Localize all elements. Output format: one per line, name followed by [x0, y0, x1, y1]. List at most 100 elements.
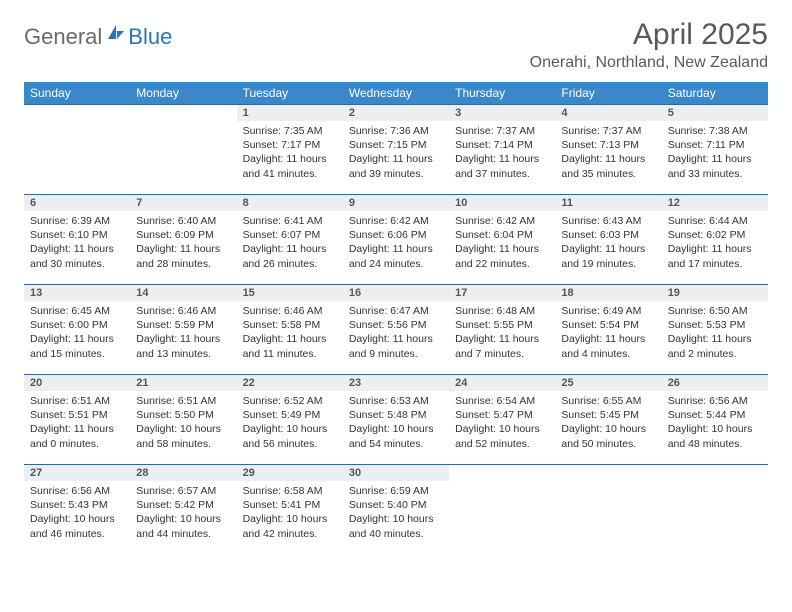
sunset-text: Sunset: 5:47 PM: [455, 408, 549, 422]
daylight-text: Daylight: 11 hours and 9 minutes.: [349, 332, 443, 360]
day-number: 23: [343, 375, 449, 391]
sunset-text: Sunset: 7:11 PM: [668, 138, 762, 152]
sunrise-text: Sunrise: 6:59 AM: [349, 484, 443, 498]
day-data: Sunrise: 6:42 AMSunset: 6:04 PMDaylight:…: [449, 211, 555, 277]
header: General Blue April 2025 Onerahi, Northla…: [24, 18, 768, 72]
sunrise-text: Sunrise: 6:53 AM: [349, 394, 443, 408]
day-data: Sunrise: 6:58 AMSunset: 5:41 PMDaylight:…: [237, 481, 343, 547]
day-data: Sunrise: 6:51 AMSunset: 5:51 PMDaylight:…: [24, 391, 130, 457]
day-number: 3: [449, 105, 555, 121]
calendar-cell: [662, 465, 768, 555]
title-block: April 2025 Onerahi, Northland, New Zeala…: [530, 18, 768, 72]
calendar-cell: 13Sunrise: 6:45 AMSunset: 6:00 PMDayligh…: [24, 285, 130, 375]
day-number: 26: [662, 375, 768, 391]
calendar-cell: 12Sunrise: 6:44 AMSunset: 6:02 PMDayligh…: [662, 195, 768, 285]
day-number: [449, 465, 555, 469]
day-number: 1: [237, 105, 343, 121]
sunset-text: Sunset: 5:45 PM: [561, 408, 655, 422]
sunset-text: Sunset: 7:17 PM: [243, 138, 337, 152]
day-number: [555, 465, 661, 469]
day-data: Sunrise: 6:42 AMSunset: 6:06 PMDaylight:…: [343, 211, 449, 277]
day-number: 13: [24, 285, 130, 301]
weekday-header: Sunday: [24, 82, 130, 105]
sunrise-text: Sunrise: 7:36 AM: [349, 124, 443, 138]
sunrise-text: Sunrise: 7:37 AM: [561, 124, 655, 138]
calendar-cell: 14Sunrise: 6:46 AMSunset: 5:59 PMDayligh…: [130, 285, 236, 375]
calendar-cell: 15Sunrise: 6:46 AMSunset: 5:58 PMDayligh…: [237, 285, 343, 375]
calendar-cell: [24, 105, 130, 195]
daylight-text: Daylight: 11 hours and 2 minutes.: [668, 332, 762, 360]
day-data: Sunrise: 6:53 AMSunset: 5:48 PMDaylight:…: [343, 391, 449, 457]
daylight-text: Daylight: 11 hours and 26 minutes.: [243, 242, 337, 270]
calendar-cell: [449, 465, 555, 555]
sunrise-text: Sunrise: 6:51 AM: [136, 394, 230, 408]
day-number: [662, 465, 768, 469]
day-number: 11: [555, 195, 661, 211]
sunset-text: Sunset: 5:48 PM: [349, 408, 443, 422]
calendar-cell: 1Sunrise: 7:35 AMSunset: 7:17 PMDaylight…: [237, 105, 343, 195]
sunrise-text: Sunrise: 6:55 AM: [561, 394, 655, 408]
weekday-header: Monday: [130, 82, 236, 105]
daylight-text: Daylight: 10 hours and 42 minutes.: [243, 512, 337, 540]
sunrise-text: Sunrise: 7:35 AM: [243, 124, 337, 138]
sunset-text: Sunset: 6:06 PM: [349, 228, 443, 242]
sunrise-text: Sunrise: 6:50 AM: [668, 304, 762, 318]
calendar-cell: 23Sunrise: 6:53 AMSunset: 5:48 PMDayligh…: [343, 375, 449, 465]
page-title: April 2025: [530, 18, 768, 52]
sunset-text: Sunset: 6:02 PM: [668, 228, 762, 242]
brand-text-general: General: [24, 24, 102, 50]
daylight-text: Daylight: 10 hours and 52 minutes.: [455, 422, 549, 450]
sunset-text: Sunset: 7:15 PM: [349, 138, 443, 152]
day-number: 12: [662, 195, 768, 211]
calendar-cell: [555, 465, 661, 555]
daylight-text: Daylight: 11 hours and 24 minutes.: [349, 242, 443, 270]
sunset-text: Sunset: 5:51 PM: [30, 408, 124, 422]
brand-logo: General Blue: [24, 24, 172, 50]
sunset-text: Sunset: 5:40 PM: [349, 498, 443, 512]
daylight-text: Daylight: 10 hours and 46 minutes.: [30, 512, 124, 540]
daylight-text: Daylight: 11 hours and 7 minutes.: [455, 332, 549, 360]
day-number: 14: [130, 285, 236, 301]
day-number: 22: [237, 375, 343, 391]
calendar-week-row: 1 Sunrise: 7:35 AMSunset: 7:17 PM Daylight…: [24, 105, 768, 195]
calendar-cell: 25Sunrise: 6:55 AMSunset: 5:45 PMDayligh…: [555, 375, 661, 465]
calendar-cell: 27Sunrise: 6:56 AMSunset: 5:43 PMDayligh…: [24, 465, 130, 555]
day-number: 7: [130, 195, 236, 211]
calendar-cell: 16Sunrise: 6:47 AMSunset: 5:56 PMDayligh…: [343, 285, 449, 375]
day-number: 29: [237, 465, 343, 481]
sunrise-text: Sunrise: 6:51 AM: [30, 394, 124, 408]
sunset-text: Sunset: 7:13 PM: [561, 138, 655, 152]
day-data: Sunrise: 7:37 AMSunset: 7:13 PMDaylight:…: [555, 121, 661, 187]
sunset-text: Sunset: 6:07 PM: [243, 228, 337, 242]
calendar-week-row: 27Sunrise: 6:56 AMSunset: 5:43 PMDayligh…: [24, 465, 768, 555]
calendar-cell: 4Sunrise: 7:37 AMSunset: 7:13 PMDaylight…: [555, 105, 661, 195]
day-data: Sunrise: 6:50 AMSunset: 5:53 PMDaylight:…: [662, 301, 768, 367]
day-data: Sunrise: 6:52 AMSunset: 5:49 PMDaylight:…: [237, 391, 343, 457]
day-number: 2: [343, 105, 449, 121]
calendar-cell: 20Sunrise: 6:51 AMSunset: 5:51 PMDayligh…: [24, 375, 130, 465]
sunset-text: Sunset: 5:41 PM: [243, 498, 337, 512]
daylight-text: Daylight: 11 hours and 22 minutes.: [455, 242, 549, 270]
sunset-text: Sunset: 6:00 PM: [30, 318, 124, 332]
calendar-cell: 2Sunrise: 7:36 AMSunset: 7:15 PMDaylight…: [343, 105, 449, 195]
calendar-cell: 21Sunrise: 6:51 AMSunset: 5:50 PMDayligh…: [130, 375, 236, 465]
sunrise-text: Sunrise: 6:40 AM: [136, 214, 230, 228]
sunrise-text: Sunrise: 6:42 AM: [349, 214, 443, 228]
day-number: 5: [662, 105, 768, 121]
day-number: 8: [237, 195, 343, 211]
daylight-text: Daylight: 10 hours and 44 minutes.: [136, 512, 230, 540]
daylight-text: Daylight: 11 hours and 13 minutes.: [136, 332, 230, 360]
calendar-cell: 29Sunrise: 6:58 AMSunset: 5:41 PMDayligh…: [237, 465, 343, 555]
calendar-cell: [130, 105, 236, 195]
weekday-header: Tuesday: [237, 82, 343, 105]
calendar-cell: 17Sunrise: 6:48 AMSunset: 5:55 PMDayligh…: [449, 285, 555, 375]
daylight-text: Daylight: 11 hours and 19 minutes.: [561, 242, 655, 270]
sunrise-text: Sunrise: 6:46 AM: [136, 304, 230, 318]
day-data: Sunrise: 6:41 AMSunset: 6:07 PMDaylight:…: [237, 211, 343, 277]
day-number: 20: [24, 375, 130, 391]
sunset-text: Sunset: 5:55 PM: [455, 318, 549, 332]
daylight-text: Daylight: 11 hours and 0 minutes.: [30, 422, 124, 450]
daylight-text: Daylight: 11 hours and 11 minutes.: [243, 332, 337, 360]
day-number: 19: [662, 285, 768, 301]
daylight-text: Daylight: 11 hours and 35 minutes.: [561, 152, 655, 180]
